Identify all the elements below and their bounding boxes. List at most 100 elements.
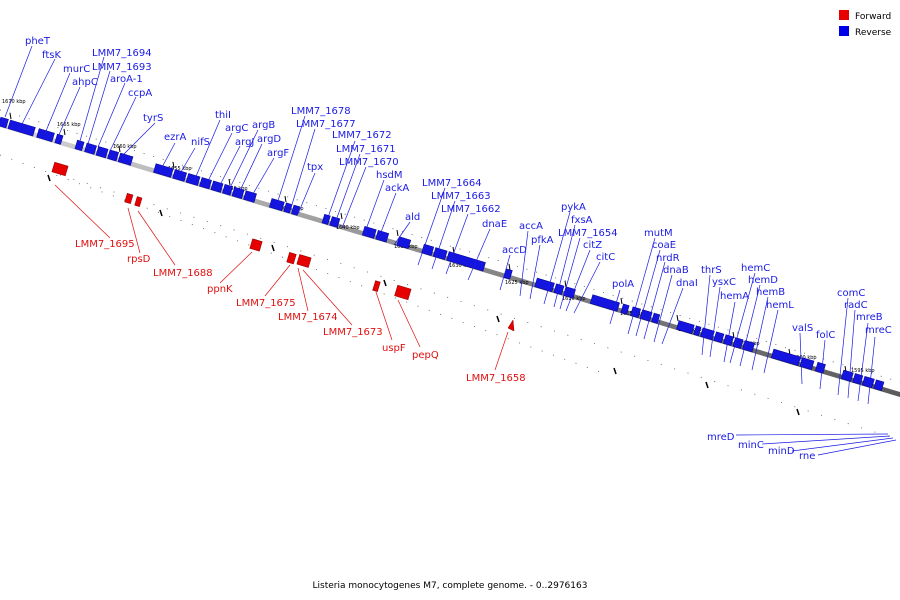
gene-block[interactable] (372, 280, 381, 292)
gene-label[interactable]: hemA (720, 291, 749, 302)
gene-block[interactable] (296, 254, 312, 268)
gene-block[interactable] (446, 251, 486, 272)
gene-label[interactable]: argD (257, 134, 281, 145)
gene-label[interactable]: argB (252, 120, 275, 131)
gene-label[interactable]: ccpA (128, 88, 152, 99)
gene-label[interactable]: minC (738, 440, 764, 451)
gene-label[interactable]: dnaI (676, 278, 698, 289)
gene-label[interactable]: citC (596, 252, 615, 263)
gene-block[interactable] (134, 196, 143, 207)
gene-label[interactable]: ppnK (207, 284, 233, 295)
gene-label[interactable]: tyrS (143, 113, 163, 124)
gene-label[interactable]: pheT (25, 36, 51, 47)
gene-label[interactable]: rpsD (127, 254, 151, 265)
gene-block[interactable] (814, 361, 826, 374)
gene-label[interactable]: aroA-1 (110, 74, 143, 85)
gene-block[interactable] (7, 119, 36, 137)
gene-block[interactable] (861, 376, 875, 389)
gene-label[interactable]: polA (612, 279, 634, 290)
gene-block[interactable] (95, 146, 109, 159)
gene-label[interactable]: mutM (644, 228, 673, 239)
gene-label[interactable]: mreB (856, 312, 883, 323)
gene-block[interactable] (0, 116, 9, 129)
gene-label[interactable]: LMM7_1658 (466, 373, 526, 384)
gene-label[interactable]: uspF (382, 343, 406, 354)
gene-label[interactable]: LMM7_1693 (92, 62, 152, 73)
gene-label[interactable]: rne (799, 451, 815, 462)
gene-block[interactable] (243, 190, 257, 203)
gene-block[interactable] (231, 186, 245, 200)
gene-label[interactable]: LMM7_1671 (336, 144, 396, 155)
gene-block[interactable] (286, 252, 297, 265)
gene-block[interactable] (172, 169, 187, 182)
gene-block[interactable] (51, 161, 69, 177)
gene-block[interactable] (124, 192, 134, 204)
gene-label[interactable]: nrdR (656, 253, 680, 264)
gene-block[interactable] (639, 309, 653, 322)
gene-label[interactable]: mreC (865, 325, 892, 336)
gene-block[interactable] (291, 204, 301, 216)
gene-block[interactable] (361, 226, 377, 239)
gene-block[interactable] (770, 348, 801, 367)
gene-block[interactable] (249, 238, 263, 252)
gene-block[interactable] (185, 173, 201, 186)
gene-label[interactable]: LMM7_1688 (153, 268, 213, 279)
legend-item-reverse[interactable]: Reverse (839, 26, 892, 38)
gene-block[interactable] (117, 152, 134, 166)
gene-label[interactable]: ahpC (72, 77, 98, 88)
gene-block[interactable] (620, 303, 630, 315)
gene-label[interactable]: LMM7_1664 (422, 178, 482, 189)
gene-label[interactable]: accA (519, 221, 543, 232)
gene-block[interactable] (651, 312, 661, 324)
gene-label[interactable]: mreD (707, 432, 735, 443)
gene-block[interactable] (693, 325, 702, 337)
gene-label[interactable]: minD (768, 446, 795, 457)
gene-label[interactable]: argC (225, 123, 248, 134)
gene-label[interactable]: thrS (701, 265, 722, 276)
gene-label[interactable]: ackA (385, 183, 409, 194)
gene-block[interactable] (396, 236, 412, 250)
gene-label[interactable]: LMM7_1654 (558, 228, 618, 239)
gene-label[interactable]: ysxC (712, 277, 736, 288)
gene-label[interactable]: citZ (583, 240, 602, 251)
gene-block[interactable] (210, 180, 224, 193)
gene-block[interactable] (153, 163, 174, 178)
gene-block[interactable] (54, 133, 64, 145)
gene-label[interactable]: LMM7_1677 (296, 119, 356, 130)
gene-label[interactable]: LMM7_1672 (332, 130, 392, 141)
gene-block[interactable] (432, 247, 448, 260)
gene-label[interactable]: hemD (748, 275, 778, 286)
gene-label[interactable]: valS (792, 323, 813, 334)
gene-label[interactable]: comC (837, 288, 865, 299)
gene-block[interactable] (503, 268, 513, 280)
gene-label[interactable]: hemC (741, 263, 770, 274)
gene-label[interactable]: argJ (235, 137, 254, 148)
gene-label[interactable]: hemL (766, 300, 794, 311)
gene-block[interactable] (507, 319, 515, 332)
gene-label[interactable]: LMM7_1678 (291, 106, 351, 117)
gene-label[interactable]: radC (844, 300, 868, 311)
gene-label[interactable]: pykA (561, 202, 586, 213)
gene-block[interactable] (534, 277, 555, 293)
gene-label[interactable]: LMM7_1694 (92, 48, 152, 59)
gene-label[interactable]: dnaB (663, 265, 689, 276)
gene-block[interactable] (873, 379, 885, 392)
gene-block[interactable] (74, 139, 85, 152)
gene-block[interactable] (676, 320, 695, 335)
gene-label[interactable]: pfkA (531, 235, 554, 246)
gene-label[interactable]: argF (267, 148, 289, 159)
gene-label[interactable]: accD (502, 245, 527, 256)
gene-block[interactable] (732, 337, 744, 349)
gene-block[interactable] (329, 216, 341, 228)
gene-block[interactable] (394, 284, 412, 301)
gene-label[interactable]: fxsA (571, 215, 593, 226)
gene-label[interactable]: LMM7_1670 (339, 157, 399, 168)
gene-label[interactable]: LMM7_1663 (431, 191, 491, 202)
gene-label[interactable]: LMM7_1695 (75, 239, 135, 250)
gene-block[interactable] (713, 331, 725, 344)
gene-label[interactable]: coaE (652, 240, 676, 251)
gene-label[interactable]: LMM7_1662 (441, 204, 501, 215)
gene-label[interactable]: nifS (191, 137, 210, 148)
gene-block[interactable] (589, 294, 620, 312)
gene-block[interactable] (107, 149, 119, 162)
